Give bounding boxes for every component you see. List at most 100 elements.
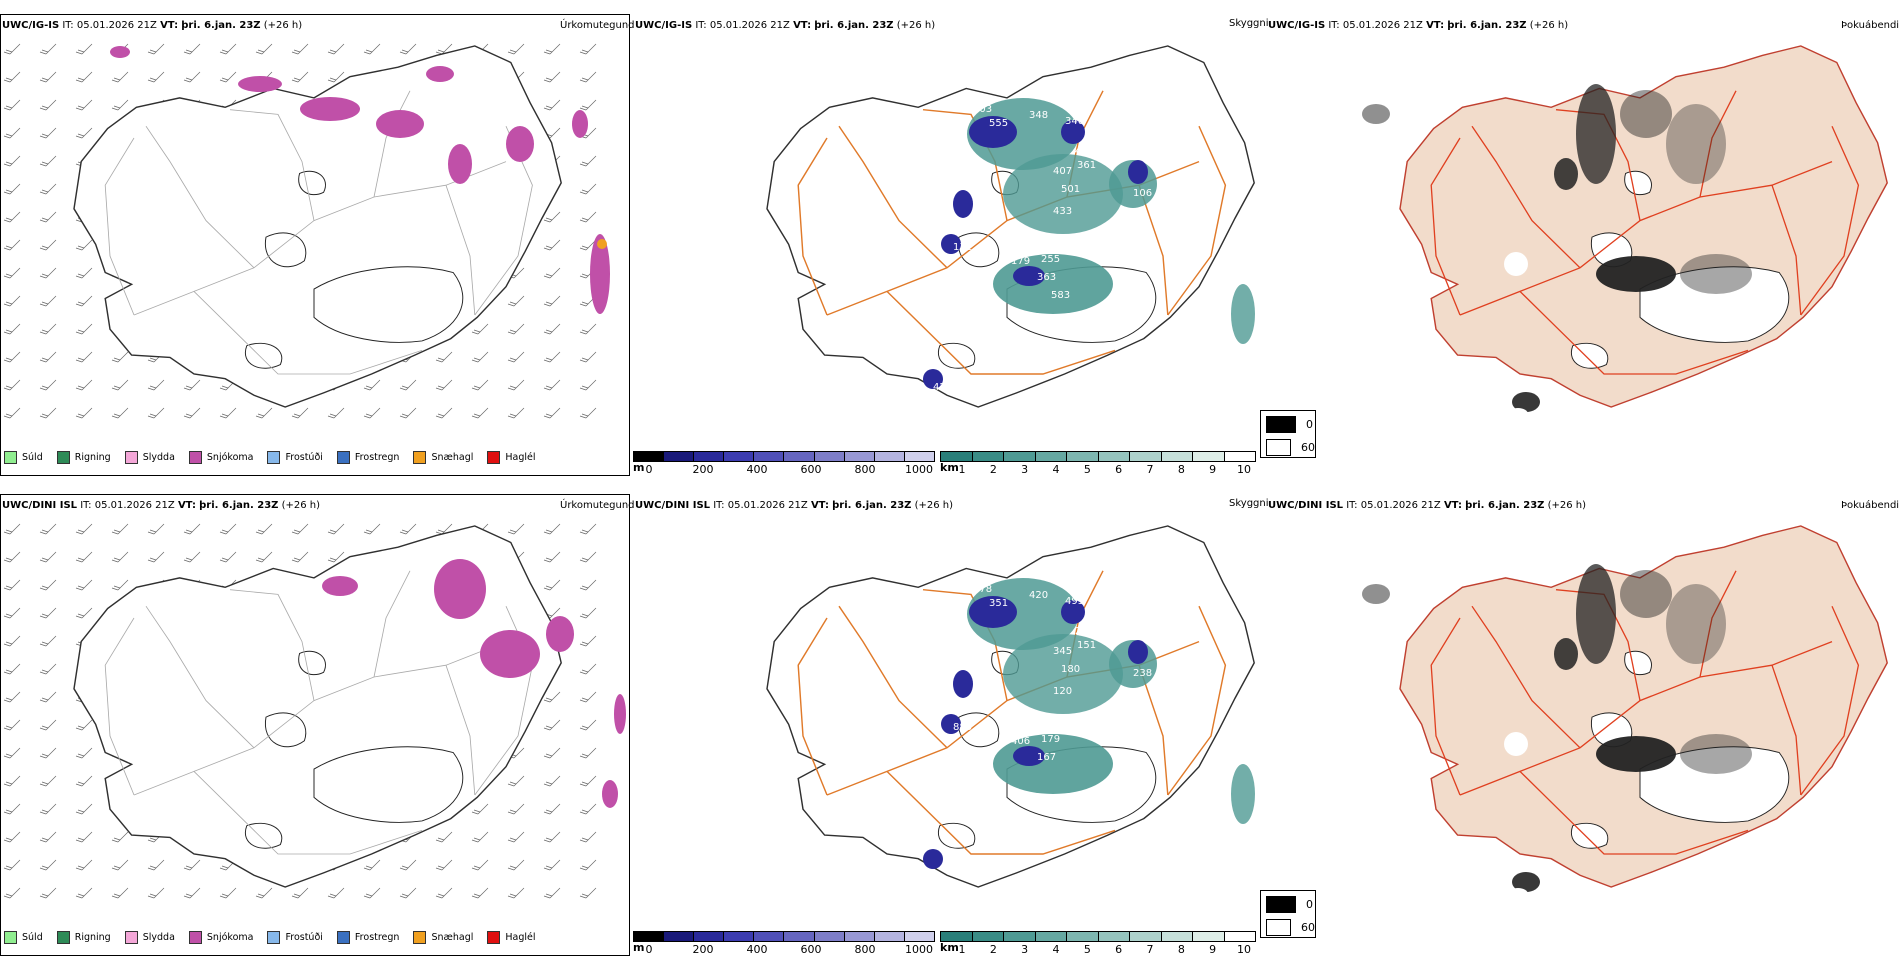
colorbar-tick: 800 xyxy=(854,463,876,476)
colorbar-tick: 4 xyxy=(1052,463,1060,476)
colorbar-step xyxy=(634,932,665,941)
wind-barb xyxy=(39,775,57,787)
wind-barb xyxy=(435,407,453,419)
panel-type-label: Skyggni xyxy=(1229,498,1269,509)
panel-title: UWC/IG-IS IT: 05.01.2026 21Z VT: þri. 6.… xyxy=(635,20,936,31)
ceiling-value-label: 179 xyxy=(1041,734,1060,745)
colorbar-unit: m xyxy=(633,461,645,474)
fog-indicator-area xyxy=(1620,570,1672,618)
fog-map xyxy=(1362,45,1888,420)
wind-barb xyxy=(327,523,345,535)
snow-pellet-area xyxy=(597,239,607,249)
wind-barb xyxy=(3,407,21,419)
precip-map xyxy=(3,43,610,419)
snowfall-area xyxy=(376,110,424,138)
snowfall-area xyxy=(110,46,130,58)
snowfall-area xyxy=(546,616,574,652)
wind-barb xyxy=(507,295,525,307)
low-visibility-area xyxy=(967,578,1079,650)
road-line xyxy=(1699,90,1737,198)
colorbar-swatches xyxy=(633,451,935,462)
wind-barb xyxy=(111,887,129,899)
wind-barb xyxy=(255,407,273,419)
wind-barb xyxy=(3,267,21,279)
visibility-colorbar: km 1 2 3 4 5 6 7 8 9 10 xyxy=(940,451,1256,476)
snowfall-area xyxy=(590,234,610,314)
fog-legend-label: 0 xyxy=(1306,897,1313,911)
wind-barb xyxy=(39,99,57,111)
fog-indicator-area xyxy=(1620,90,1672,138)
fog-map xyxy=(1362,525,1888,900)
wind-barb xyxy=(39,127,57,139)
visibility-panel-1: 603 555 348 340 463 361 116 407 501 433 106 131 179 2… xyxy=(633,14,1269,476)
ceiling-value-label: 238 xyxy=(1133,668,1152,679)
colorbar-step xyxy=(1067,452,1099,461)
colorbar-step xyxy=(694,932,725,941)
wind-barb xyxy=(111,551,129,563)
legend-item: Frostregn xyxy=(336,931,399,944)
wind-barb xyxy=(3,775,21,787)
wind-barb xyxy=(579,663,597,675)
legend-swatch xyxy=(56,931,70,944)
snowfall-area xyxy=(614,694,626,734)
legend-label: Snæhagl xyxy=(431,452,474,463)
ceiling-value-label: 351 xyxy=(989,598,1008,609)
ceiling-value-label: 880 xyxy=(953,722,972,733)
wind-barb xyxy=(75,295,93,307)
wind-barb xyxy=(39,859,57,871)
snowfall-area xyxy=(572,110,588,138)
fog-legend-label: 0 xyxy=(1306,417,1313,431)
wind-barb xyxy=(219,523,237,535)
legend-item: Snjókoma xyxy=(188,931,253,944)
wind-barb xyxy=(399,523,417,535)
colorbar-step xyxy=(844,452,875,461)
legend-swatch xyxy=(124,931,138,944)
legend-swatch xyxy=(267,451,281,464)
fog-legend-item: 60 xyxy=(1266,437,1315,457)
road-line xyxy=(145,605,255,749)
ceiling-value-label: 583 xyxy=(1051,290,1070,301)
road-line xyxy=(797,137,828,316)
legend-item: Rigning xyxy=(56,931,111,944)
road-line xyxy=(886,290,1116,375)
wind-barb xyxy=(579,831,597,843)
wind-barb xyxy=(111,523,129,535)
wind-barb xyxy=(39,803,57,815)
panel-title: UWC/IG-IS IT: 05.01.2026 21Z VT: þri. 6.… xyxy=(2,20,303,31)
wind-barb xyxy=(471,887,489,899)
ceiling-value-label: 96 xyxy=(965,378,978,389)
ceiling-value-label: 493 xyxy=(1065,596,1084,607)
wind-barb xyxy=(3,99,21,111)
wind-barb xyxy=(579,523,597,535)
ceiling-value-label: 420 xyxy=(1029,590,1048,601)
wind-barb xyxy=(219,407,237,419)
ceiling-value-label: 406 xyxy=(1011,736,1030,747)
island-group xyxy=(766,525,1255,888)
ceiling-value-label: 340 xyxy=(1065,116,1084,127)
wind-barb xyxy=(363,407,381,419)
wind-barb xyxy=(543,295,561,307)
wind-barb xyxy=(39,407,57,419)
wind-barb xyxy=(3,239,21,251)
wind-barb xyxy=(363,523,381,535)
legend-label: Frostregn xyxy=(354,452,400,463)
wind-barb xyxy=(507,43,525,55)
colorbar-ticks: 1 2 3 4 5 6 7 8 9 10 xyxy=(940,462,1256,476)
legend-label: Rigning xyxy=(74,452,111,463)
wind-barb xyxy=(219,71,237,83)
fog-legend-swatch xyxy=(1266,438,1291,456)
legend-label: Snæhagl xyxy=(431,932,474,943)
panel-title: UWC/DINI ISL IT: 05.01.2026 21Z VT: þri.… xyxy=(1268,500,1587,511)
wind-barb xyxy=(75,351,93,363)
ceiling-value-label: 106 xyxy=(1133,188,1152,199)
wind-barb xyxy=(3,323,21,335)
wind-barb xyxy=(579,719,597,731)
wind-barb xyxy=(3,607,21,619)
wind-barb xyxy=(3,831,21,843)
low-ceiling-area xyxy=(1013,266,1045,286)
wind-barb xyxy=(543,831,561,843)
snowfall-area xyxy=(322,576,358,596)
wind-barb xyxy=(471,407,489,419)
road-line xyxy=(1430,137,1461,316)
wind-barb xyxy=(111,351,129,363)
